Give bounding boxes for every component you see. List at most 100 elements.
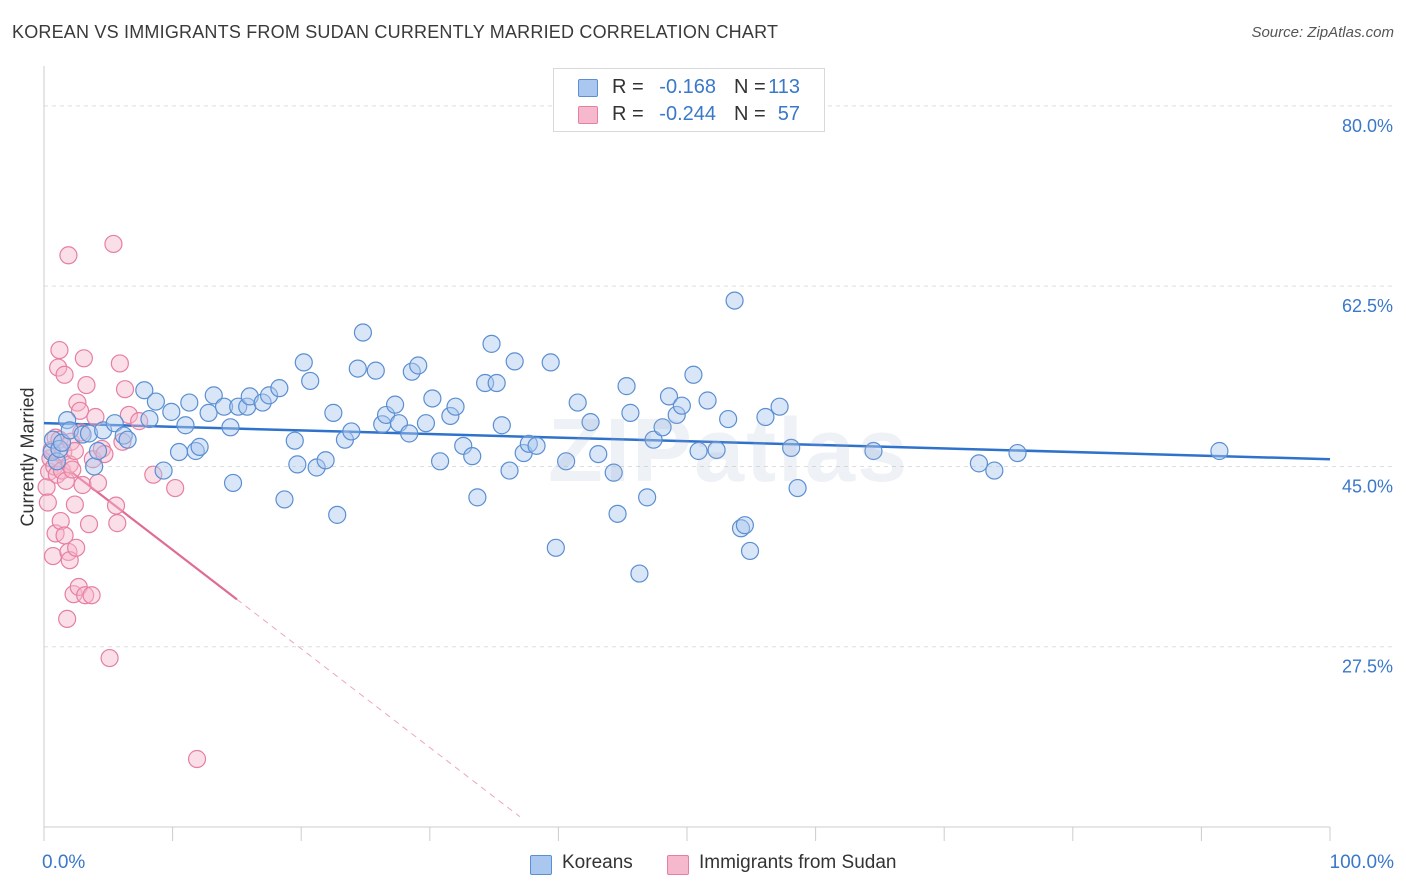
korean-point <box>253 393 272 412</box>
korean-point <box>689 441 708 461</box>
correlation-legend: R = -0.168 N = 113 R = -0.244 N = 57 <box>553 68 825 132</box>
y-tick-label: 62.5% <box>1342 296 1393 316</box>
y-tick-labels: 27.5% 45.0% 62.5% 80.0% <box>1342 116 1393 677</box>
korean-point <box>719 409 738 429</box>
korean-point <box>301 371 320 391</box>
korean-point <box>169 442 189 462</box>
korean-point <box>328 505 347 524</box>
korean-point <box>223 473 243 493</box>
korean-point <box>353 323 373 342</box>
korean-point <box>725 291 744 310</box>
x-tick-label-max: 100.0% <box>1329 852 1394 873</box>
y-tick-label: 45.0% <box>1342 476 1393 496</box>
korean-point <box>969 454 989 473</box>
korean-point <box>788 478 807 498</box>
korean-point <box>204 386 223 405</box>
sudan-point <box>67 538 86 557</box>
korean-point <box>500 461 519 480</box>
trend-lines <box>43 421 1331 818</box>
korean-point <box>527 436 546 455</box>
koreans-legend-swatch <box>530 855 552 875</box>
sudan-legend-swatch <box>667 855 689 875</box>
korean-point <box>294 353 313 372</box>
sudan-point <box>104 234 123 254</box>
r-label: R = <box>612 103 644 125</box>
korean-point <box>259 386 279 405</box>
korean-point <box>446 397 465 416</box>
korean-point <box>118 430 137 449</box>
korean-point <box>672 396 691 415</box>
n-value: 113 <box>768 76 800 98</box>
korean-point <box>342 422 361 441</box>
sudan-point <box>59 246 78 265</box>
korean-point <box>366 361 385 380</box>
sudan-points <box>37 234 207 769</box>
sudan-point <box>187 749 207 769</box>
sudan-point <box>77 375 96 395</box>
korean-point <box>154 461 173 480</box>
sudan-point <box>51 511 70 531</box>
korean-point <box>409 356 428 375</box>
sudan-swatch <box>578 106 598 124</box>
korean-point <box>864 441 883 461</box>
korean-point <box>617 377 636 396</box>
korean-point <box>430 452 450 471</box>
korean-point <box>492 416 511 435</box>
korean-point <box>454 436 473 455</box>
korean-point <box>740 541 760 561</box>
korean-point <box>568 393 587 412</box>
korean-point <box>88 441 108 461</box>
watermark: ZIPatlas <box>548 401 910 501</box>
korean-point <box>557 452 576 471</box>
sudan-point <box>115 380 135 399</box>
grid-lines <box>44 105 1394 648</box>
korean-point <box>684 365 703 384</box>
korean-point <box>85 457 104 476</box>
korean-point <box>782 438 801 458</box>
korean-point <box>589 444 608 464</box>
korean-point <box>644 430 663 449</box>
x-tick-label-min: 0.0% <box>42 852 86 873</box>
sudan-legend-label: Immigrants from Sudan <box>699 852 897 873</box>
korean-point <box>288 455 307 474</box>
korean-point <box>630 564 649 583</box>
korean-point <box>146 392 165 411</box>
sudan-point <box>38 493 57 512</box>
korean-point <box>505 352 524 371</box>
korean-point <box>285 431 304 450</box>
r-value: -0.168 <box>659 76 716 98</box>
korean-point <box>190 437 209 456</box>
sudan-point <box>58 609 77 629</box>
korean-point <box>275 490 294 509</box>
korean-point <box>416 414 436 433</box>
korean-point <box>140 409 159 429</box>
sudan-point <box>49 358 68 377</box>
n-value: 57 <box>777 103 800 125</box>
sudan-point <box>88 473 108 493</box>
sudan-point <box>144 465 163 484</box>
korean-point <box>376 405 396 425</box>
korean-point <box>176 416 195 435</box>
korean-point <box>653 418 672 437</box>
korean-point <box>400 424 419 443</box>
sudan-point <box>65 441 84 461</box>
sudan-point <box>55 365 74 384</box>
korean-point <box>324 403 343 422</box>
sudan-point <box>63 460 82 479</box>
korean-point <box>441 406 460 426</box>
korean-point <box>135 381 154 400</box>
chart-title: KOREAN VS IMMIGRANTS FROM SUDAN CURRENTL… <box>12 22 779 42</box>
sudan-point <box>166 478 185 498</box>
korean-point <box>659 387 679 406</box>
n-label: N = <box>734 76 766 98</box>
korean-point <box>180 393 199 412</box>
sudan-point <box>73 475 92 495</box>
sudan-point <box>108 514 127 533</box>
koreans-trend-line <box>43 421 1331 461</box>
korean-point <box>79 424 99 443</box>
korean-point <box>1210 441 1229 461</box>
y-tick-label: 27.5% <box>1342 657 1393 677</box>
source-credit: Source: ZipAtlas.com <box>1251 24 1394 41</box>
sudan-trend-line <box>43 450 238 601</box>
